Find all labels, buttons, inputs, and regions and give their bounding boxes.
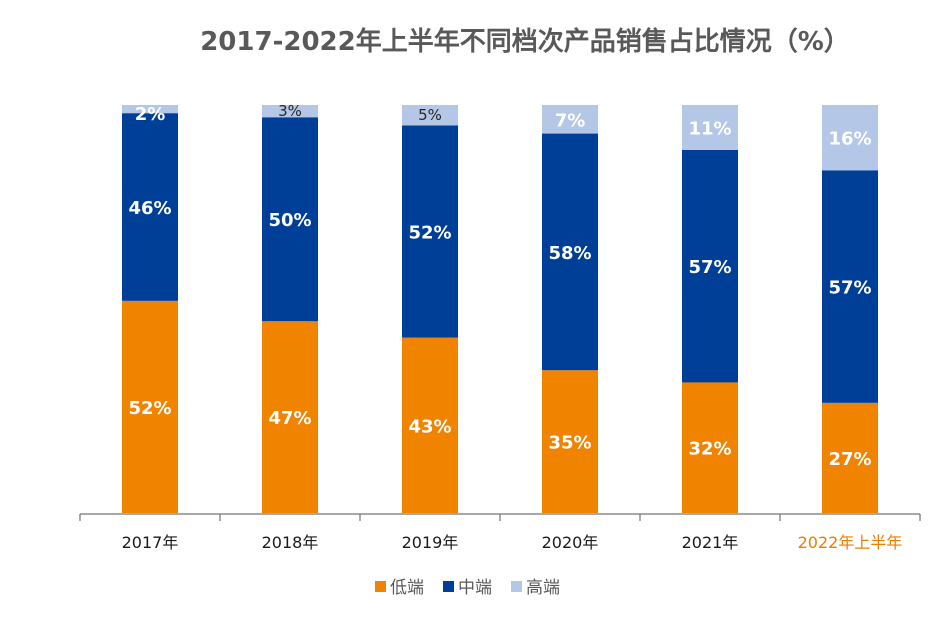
- legend-label: 低端: [390, 578, 424, 598]
- bar-segment-mid: [122, 113, 178, 301]
- data-label: 5%: [418, 106, 442, 124]
- bar-segment-mid: [682, 149, 738, 383]
- x-tick-label: 2021年: [682, 533, 739, 552]
- bar-segment-low: [122, 300, 178, 513]
- bar-segment-low: [262, 321, 318, 513]
- data-label: 43%: [408, 416, 451, 437]
- data-label: 3%: [278, 102, 302, 120]
- bar-segment-low: [822, 402, 878, 513]
- bar-segment-high: [542, 105, 598, 134]
- data-label: 32%: [688, 439, 731, 460]
- data-label: 52%: [128, 398, 171, 419]
- data-label: 27%: [828, 449, 871, 470]
- x-tick-label: 2019年: [402, 533, 459, 552]
- x-tick-label: 2017年: [122, 533, 179, 552]
- legend-label: 高端: [526, 578, 560, 598]
- data-label: 2%: [135, 104, 166, 125]
- data-label: 52%: [408, 222, 451, 243]
- data-label: 35%: [548, 433, 591, 454]
- bar-segment-high: [262, 105, 318, 118]
- bar-segment-mid: [542, 133, 598, 371]
- bar-segment-mid: [822, 170, 878, 403]
- legend-swatch: [511, 581, 522, 592]
- bar-segment-high: [122, 105, 178, 114]
- legend: 低端 中端 高端: [375, 578, 560, 598]
- bar-segment-mid: [262, 117, 318, 322]
- bar-segment-high: [822, 105, 878, 171]
- x-tick-label: 2022年上半年: [798, 533, 903, 552]
- bar-segment-low: [402, 337, 458, 513]
- bar-segment-low: [682, 382, 738, 513]
- legend-label: 中端: [458, 578, 492, 598]
- legend-swatch: [375, 581, 386, 592]
- data-label: 16%: [828, 129, 871, 150]
- bar-segment-high: [402, 105, 458, 126]
- bar-segment-high: [682, 105, 738, 150]
- data-label: 57%: [828, 278, 871, 299]
- bars-group: 52% 46% 2% 47% 50% 3% 43% 52% 5% 35% 58% 7% 32% 57% 11…: [122, 102, 878, 513]
- bar-segment-low: [542, 370, 598, 513]
- data-label: 50%: [268, 210, 311, 231]
- data-label: 46%: [128, 198, 171, 219]
- data-label: 7%: [555, 110, 586, 131]
- data-label: 11%: [688, 118, 731, 139]
- data-label: 58%: [548, 243, 591, 264]
- x-tick-label: 2018年: [262, 533, 319, 552]
- data-label: 57%: [688, 257, 731, 278]
- x-axis: 2017年 2018年 2019年 2020年 2021年 2022年上半年: [79, 513, 921, 552]
- legend-swatch: [443, 581, 454, 592]
- data-label: 47%: [268, 408, 311, 429]
- chart-title: 2017-2022年上半年不同档次产品销售占比情况（%）: [200, 26, 850, 57]
- bar-segment-mid: [402, 125, 458, 338]
- x-tick-label: 2020年: [542, 533, 599, 552]
